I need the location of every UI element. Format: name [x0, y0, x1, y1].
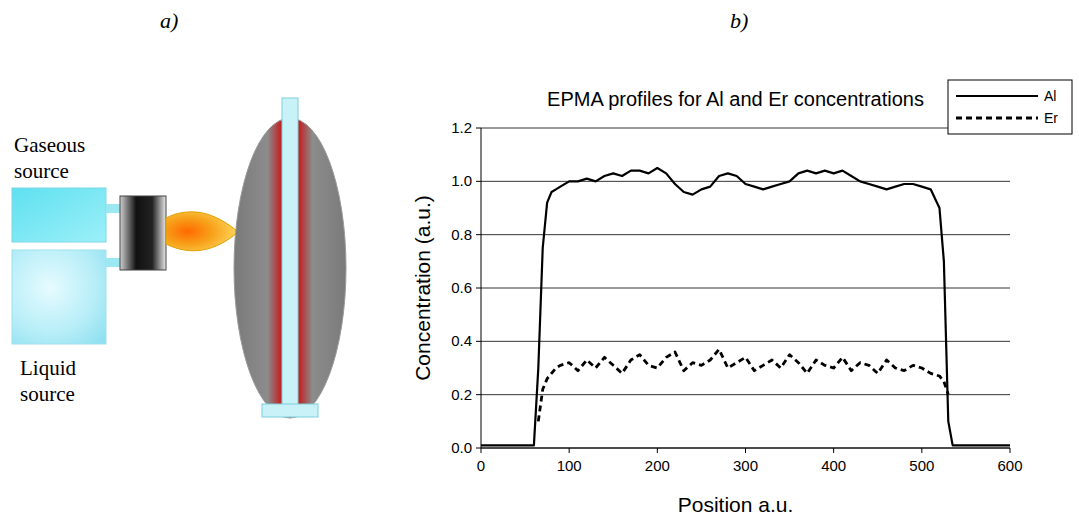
legend-box — [948, 80, 1072, 134]
x-tick — [921, 448, 922, 453]
y-tick — [476, 128, 481, 129]
figure: a)GaseoussourceLiquidsourceb)EPMA profil… — [0, 0, 1079, 524]
x-tick-label: 0 — [477, 457, 485, 474]
gaseous-source-box — [12, 188, 106, 242]
chart-title: EPMA profiles for Al and Er concentratio… — [547, 88, 924, 110]
x-tick — [657, 448, 658, 453]
x-tick — [569, 448, 570, 453]
grid-line — [481, 288, 1010, 289]
x-axis-title: Position a.u. — [678, 493, 794, 516]
x-tick — [1010, 448, 1011, 453]
plot-marks — [481, 168, 1010, 445]
burner — [120, 196, 166, 270]
y-tick-label: 0.4 — [451, 332, 472, 349]
y-tick-label: 0.6 — [451, 279, 472, 296]
y-tick — [476, 448, 481, 449]
y-tick — [476, 394, 481, 395]
legend-swatch — [956, 95, 1038, 97]
grid-line — [481, 181, 1010, 182]
y-tick-label: 0.8 — [451, 226, 472, 243]
text-line: Gaseous — [14, 133, 85, 157]
y-tick-label: 1.0 — [451, 172, 472, 189]
grid-line — [481, 341, 1010, 342]
x-tick-label: 600 — [997, 457, 1022, 474]
gaseous-source-label: Gaseoussource — [14, 133, 85, 183]
y-axis-title: Concentration (a.u.) — [411, 195, 434, 381]
panel-label: b) — [730, 8, 748, 33]
grid-line — [481, 448, 1010, 449]
flame — [166, 212, 238, 251]
text-line: source — [14, 159, 69, 183]
x-tick-label: 400 — [821, 457, 846, 474]
legend-label: Er — [1044, 110, 1058, 126]
panel-label: a) — [160, 8, 178, 33]
x-tick — [745, 448, 746, 453]
x-tick-label: 100 — [557, 457, 582, 474]
y-tick-label: 0.0 — [451, 439, 472, 456]
tube-base — [262, 404, 318, 417]
text-line: source — [20, 382, 75, 406]
y-tick — [476, 288, 481, 289]
y-axis — [481, 128, 482, 448]
y-tick — [476, 341, 481, 342]
series-line — [481, 168, 1010, 445]
y-tick-label: 0.2 — [451, 386, 472, 403]
text-line: Liquid — [20, 356, 76, 380]
tube — [282, 98, 298, 408]
series-line — [538, 349, 948, 421]
liquid-source-box — [12, 250, 106, 344]
pipe — [106, 258, 120, 267]
legend-swatch — [956, 117, 1038, 120]
x-tick-label: 500 — [909, 457, 934, 474]
grid-line — [481, 234, 1010, 235]
y-tick — [476, 181, 481, 182]
x-tick — [833, 448, 834, 453]
x-axis — [481, 448, 1010, 449]
y-tick-label: 1.2 — [451, 119, 472, 136]
legend-label: Al — [1044, 88, 1056, 104]
grid-line — [481, 394, 1010, 395]
grid-line — [481, 128, 1010, 129]
liquid-source-label: Liquidsource — [20, 356, 76, 406]
x-tick-label: 300 — [733, 457, 758, 474]
pipe — [106, 204, 120, 213]
y-tick — [476, 234, 481, 235]
x-tick — [481, 448, 482, 453]
x-tick-label: 200 — [645, 457, 670, 474]
